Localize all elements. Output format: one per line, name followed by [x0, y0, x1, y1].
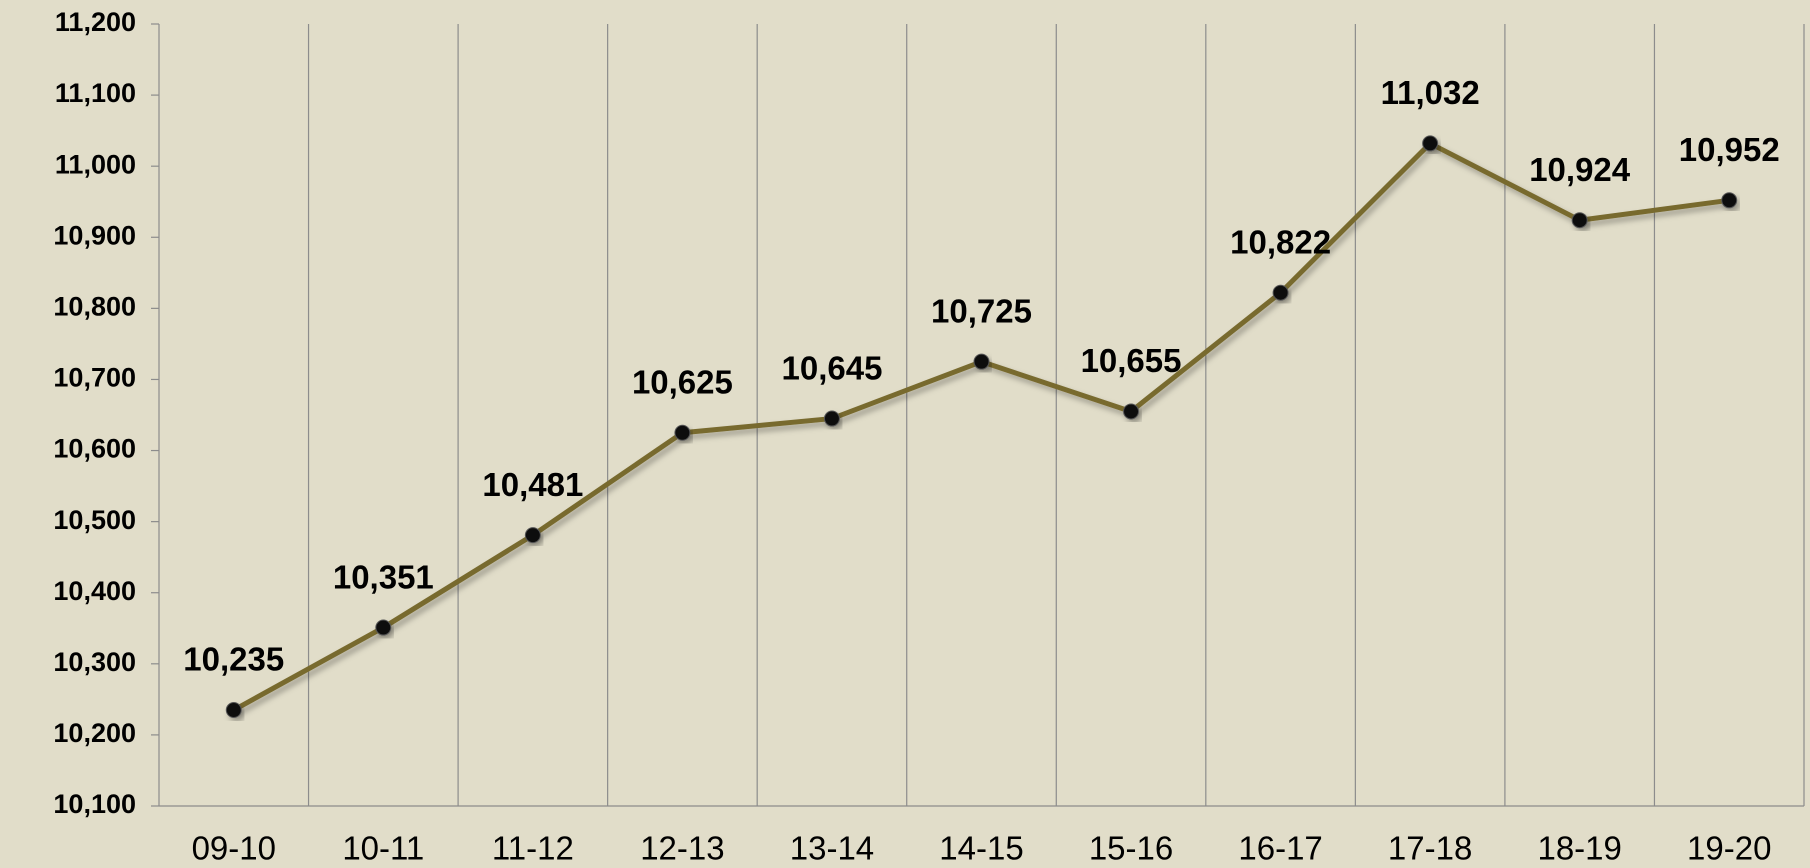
point — [225, 702, 242, 719]
x-tick-label: 16-17 — [1238, 830, 1322, 867]
point — [1272, 284, 1289, 301]
point — [973, 353, 990, 370]
x-tick-label: 11-12 — [492, 830, 574, 867]
y-tick-label: 10,700 — [53, 363, 136, 393]
x-tick-label: 13-14 — [790, 830, 874, 867]
x-tick-label: 09-10 — [192, 830, 276, 867]
y-tick-label: 11,000 — [55, 149, 136, 179]
y-tick-label: 10,300 — [53, 647, 136, 677]
y-tick-label: 10,100 — [53, 789, 136, 819]
data-label: 10,235 — [183, 641, 284, 678]
y-tick-label: 10,600 — [53, 434, 136, 464]
y-tick-label: 10,900 — [53, 220, 136, 250]
point — [524, 527, 541, 544]
y-tick-label: 10,400 — [53, 576, 136, 606]
y-tick-label: 11,100 — [55, 78, 136, 108]
data-label: 10,481 — [482, 466, 583, 503]
x-tick-label: 19-20 — [1687, 830, 1771, 867]
x-tick-label: 15-16 — [1089, 830, 1173, 867]
point — [1571, 212, 1588, 229]
point — [823, 410, 840, 427]
y-tick-label: 10,500 — [53, 505, 136, 535]
x-tick-label: 14-15 — [939, 830, 1023, 867]
x-tick-label: 12-13 — [640, 830, 724, 867]
data-label: 10,924 — [1529, 151, 1631, 188]
data-label: 10,952 — [1679, 131, 1780, 168]
data-label: 10,645 — [781, 349, 882, 386]
point — [1123, 403, 1140, 420]
point — [674, 424, 691, 441]
data-label: 11,032 — [1381, 74, 1480, 111]
x-tick-label: 18-19 — [1537, 830, 1621, 867]
point — [375, 619, 392, 636]
y-tick-label: 10,800 — [53, 291, 136, 321]
point — [1422, 135, 1439, 152]
data-label: 10,351 — [333, 558, 434, 595]
data-label: 10,655 — [1081, 342, 1182, 379]
data-label: 10,725 — [931, 292, 1032, 329]
x-tick-label: 17-18 — [1388, 830, 1472, 867]
data-label: 10,822 — [1230, 223, 1331, 260]
data-label: 10,625 — [632, 363, 733, 400]
y-tick-label: 10,200 — [53, 718, 136, 748]
point — [1721, 192, 1738, 209]
x-tick-label: 10-11 — [342, 830, 424, 867]
y-tick-label: 11,200 — [55, 7, 136, 37]
